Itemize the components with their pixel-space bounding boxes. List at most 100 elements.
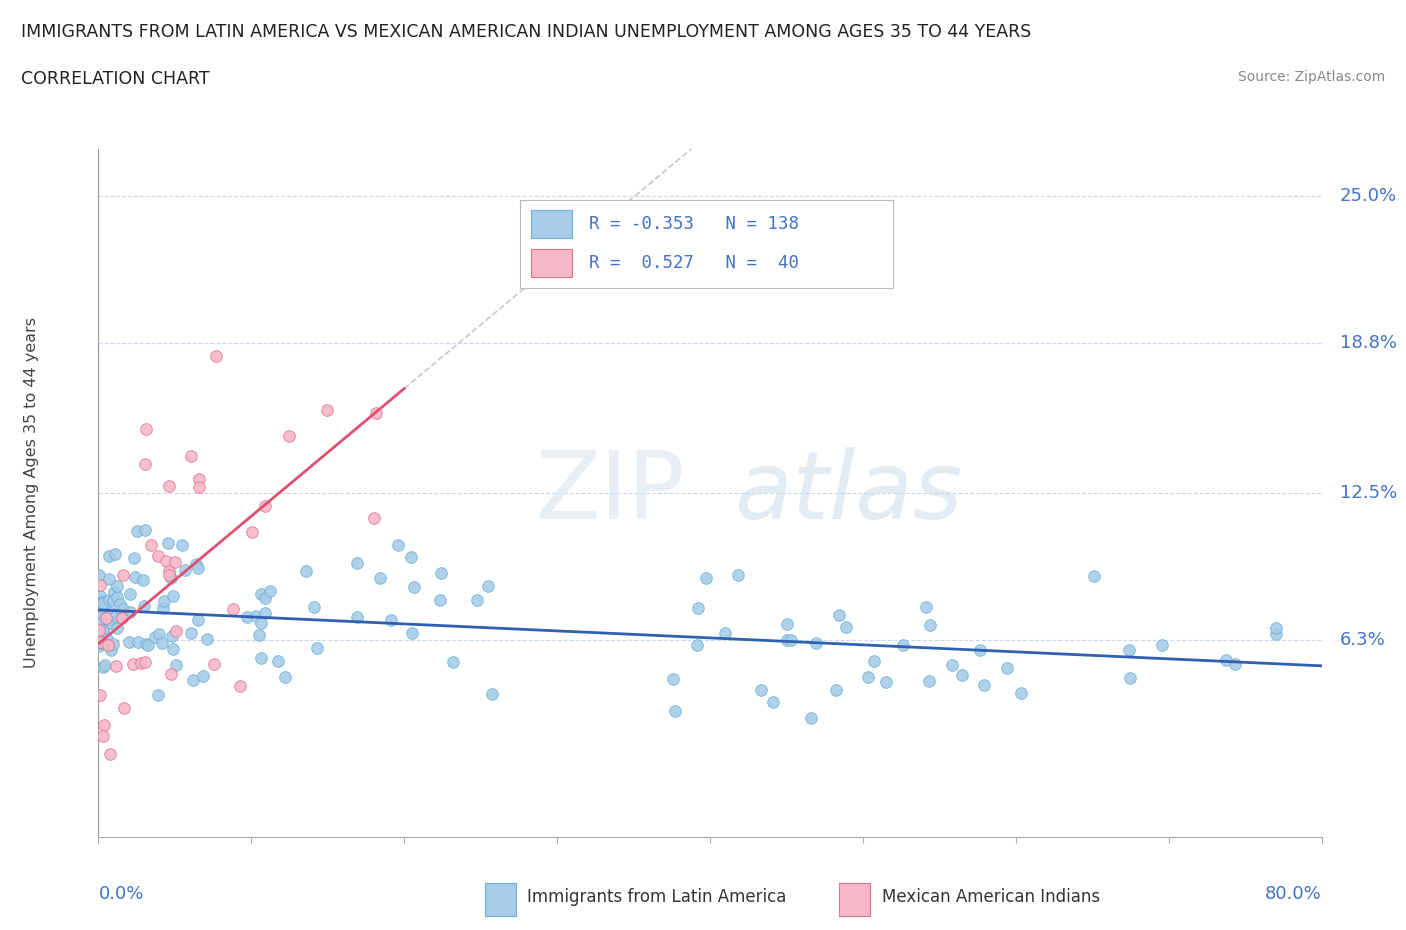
Point xyxy=(180,448,202,463)
Point xyxy=(193,669,215,684)
Point xyxy=(950,668,973,683)
Point xyxy=(800,711,823,725)
Point xyxy=(969,643,991,658)
Point xyxy=(915,600,938,615)
Point xyxy=(686,638,709,653)
Point xyxy=(135,422,157,437)
Point xyxy=(91,729,114,744)
Point xyxy=(162,589,184,604)
Point xyxy=(157,536,180,551)
Point xyxy=(363,511,385,525)
Point xyxy=(380,613,402,628)
Point xyxy=(346,555,368,570)
Point xyxy=(187,561,209,576)
Point xyxy=(118,604,141,619)
Point xyxy=(105,620,128,635)
Point xyxy=(89,589,111,604)
Point xyxy=(96,631,118,646)
Point xyxy=(824,683,846,698)
Point xyxy=(87,638,110,653)
Point xyxy=(100,643,122,658)
Point xyxy=(105,590,128,604)
Point xyxy=(187,612,209,627)
Point xyxy=(973,678,995,693)
Point xyxy=(89,578,111,593)
Point xyxy=(278,429,301,444)
Point xyxy=(90,635,112,650)
Point xyxy=(89,635,111,650)
Bar xyxy=(531,209,572,238)
Point xyxy=(89,622,111,637)
Text: 18.8%: 18.8% xyxy=(1340,335,1398,352)
Point xyxy=(129,655,152,670)
Point xyxy=(146,687,169,702)
Point xyxy=(174,563,197,578)
Point xyxy=(465,592,488,607)
Point xyxy=(105,578,128,593)
Point xyxy=(1010,685,1032,700)
Point xyxy=(686,600,709,615)
Point xyxy=(180,626,202,641)
Point xyxy=(160,629,183,644)
Point xyxy=(159,567,181,582)
Point xyxy=(97,549,120,564)
Point xyxy=(146,549,169,564)
Point xyxy=(1152,637,1174,652)
Point xyxy=(111,602,134,617)
Point xyxy=(920,618,942,632)
Point xyxy=(387,538,409,552)
Point xyxy=(111,611,134,626)
Point xyxy=(249,587,271,602)
Point xyxy=(430,565,453,580)
Bar xyxy=(531,248,572,277)
Text: 80.0%: 80.0% xyxy=(1265,885,1322,903)
Point xyxy=(117,634,139,649)
Point xyxy=(165,554,187,569)
Point xyxy=(302,600,325,615)
Point xyxy=(195,631,218,646)
Point xyxy=(101,592,124,607)
Point xyxy=(229,679,252,694)
Point xyxy=(253,606,276,621)
Point xyxy=(160,571,183,586)
Point xyxy=(856,670,879,684)
Point xyxy=(1118,643,1140,658)
Text: Unemployment Among Ages 35 to 44 years: Unemployment Among Ages 35 to 44 years xyxy=(24,317,38,669)
Point xyxy=(995,660,1018,675)
Point xyxy=(160,666,183,681)
Text: 25.0%: 25.0% xyxy=(1340,187,1398,206)
Point xyxy=(148,627,170,642)
Point xyxy=(165,658,187,672)
Point xyxy=(184,556,207,571)
Point xyxy=(89,567,111,582)
Point xyxy=(441,655,464,670)
Point xyxy=(90,634,112,649)
Point xyxy=(157,564,180,578)
Point xyxy=(132,573,155,588)
Point xyxy=(664,704,686,719)
Point xyxy=(143,629,166,644)
Point xyxy=(141,538,163,552)
Point xyxy=(155,554,177,569)
Point xyxy=(112,700,135,715)
Text: R = -0.353   N = 138: R = -0.353 N = 138 xyxy=(589,215,799,232)
Point xyxy=(779,632,801,647)
Point xyxy=(834,619,856,634)
Point xyxy=(253,499,276,514)
Point xyxy=(804,635,827,650)
Point xyxy=(776,633,799,648)
Point xyxy=(104,547,127,562)
Point xyxy=(100,616,122,631)
Point xyxy=(93,718,115,733)
Point xyxy=(662,671,685,686)
Point xyxy=(89,617,111,631)
Point xyxy=(1215,652,1237,667)
Point xyxy=(127,635,149,650)
Bar xyxy=(485,884,516,916)
Point xyxy=(235,610,257,625)
Point xyxy=(162,641,184,656)
Point xyxy=(98,747,121,762)
Point xyxy=(121,657,143,671)
Point xyxy=(87,601,110,616)
Point xyxy=(135,637,157,652)
